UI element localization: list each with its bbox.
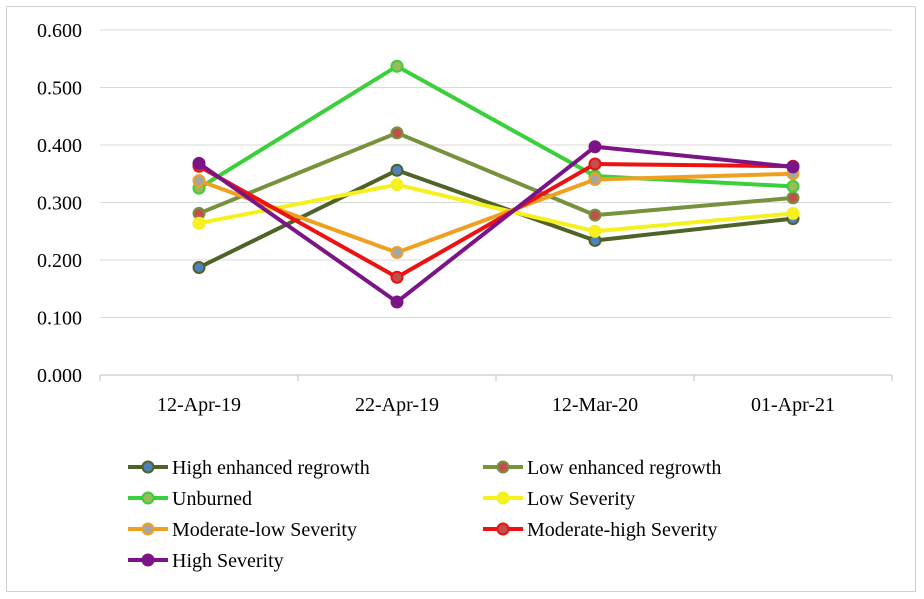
data-point xyxy=(390,163,404,177)
data-point xyxy=(390,295,404,309)
legend-marker xyxy=(141,460,155,474)
legend-label: High Severity xyxy=(172,550,284,572)
legend-item: Low enhanced regrowth xyxy=(483,457,721,479)
legend-item: High enhanced regrowth xyxy=(128,457,370,479)
y-tick-label: 0.100 xyxy=(37,308,82,330)
legend-marker xyxy=(496,522,510,536)
y-tick-label: 0.300 xyxy=(37,193,82,215)
x-tick-label: 01-Apr-21 xyxy=(751,394,835,416)
data-point xyxy=(192,156,206,170)
legend-label: Low Severity xyxy=(527,488,635,510)
data-point xyxy=(588,208,602,222)
data-point xyxy=(786,160,800,174)
legend-label: High enhanced regrowth xyxy=(172,457,370,479)
data-point xyxy=(192,260,206,274)
series-line xyxy=(198,130,794,218)
y-axis-ticks: 0.000 0.100 0.200 0.300 0.400 0.500 0.600 xyxy=(37,20,82,387)
legend-item: Unburned xyxy=(128,488,252,510)
series-3 xyxy=(192,178,800,238)
legend-marker xyxy=(496,491,510,505)
x-tick-label: 22-Apr-19 xyxy=(355,394,439,416)
data-point xyxy=(588,140,602,154)
gridlines xyxy=(99,29,893,381)
series-1 xyxy=(192,126,800,222)
series-line xyxy=(197,64,794,190)
legend-item: Moderate-high Severity xyxy=(483,519,718,541)
legend-marker xyxy=(496,460,510,474)
legend-label: Moderate-low Severity xyxy=(172,519,357,541)
data-point xyxy=(390,270,404,284)
series-lines xyxy=(192,59,800,309)
legend-label: Moderate-high Severity xyxy=(527,519,718,541)
data-point xyxy=(786,179,800,193)
legend-item: Low Severity xyxy=(483,488,635,510)
legend-marker xyxy=(141,553,155,567)
series-line xyxy=(198,168,794,270)
series-line xyxy=(198,171,794,255)
data-point xyxy=(390,246,404,260)
legend-marker xyxy=(141,491,155,505)
data-point xyxy=(192,216,206,230)
data-point xyxy=(786,206,800,220)
series-line xyxy=(197,144,794,304)
legend-marker xyxy=(141,522,155,536)
y-tick-label: 0.600 xyxy=(37,20,82,42)
data-point xyxy=(786,191,800,205)
y-tick-label: 0.200 xyxy=(37,250,82,272)
legend-item: Moderate-low Severity xyxy=(128,519,357,541)
legend: High enhanced regrowth Low enhanced regro… xyxy=(128,457,721,572)
x-tick-label: 12-Mar-20 xyxy=(552,394,638,416)
y-tick-label: 0.400 xyxy=(37,135,82,157)
y-tick-label: 0.500 xyxy=(37,78,82,100)
data-point xyxy=(588,173,602,186)
series-line xyxy=(198,182,794,234)
legend-label: Unburned xyxy=(172,488,252,510)
series-line xyxy=(198,161,794,280)
y-tick-label: 0.000 xyxy=(37,365,82,387)
series-6 xyxy=(192,140,800,309)
data-point xyxy=(390,126,404,140)
legend-item: High Severity xyxy=(128,550,284,572)
legend-label: Low enhanced regrowth xyxy=(527,457,721,479)
data-point xyxy=(192,174,206,188)
data-point xyxy=(588,157,602,171)
data-point xyxy=(390,178,404,192)
data-point xyxy=(588,224,602,238)
x-axis-ticks: 12-Apr-19 22-Apr-19 12-Mar-20 01-Apr-21 xyxy=(157,394,835,416)
x-tick-label: 12-Apr-19 xyxy=(157,394,241,416)
data-point xyxy=(390,59,404,73)
